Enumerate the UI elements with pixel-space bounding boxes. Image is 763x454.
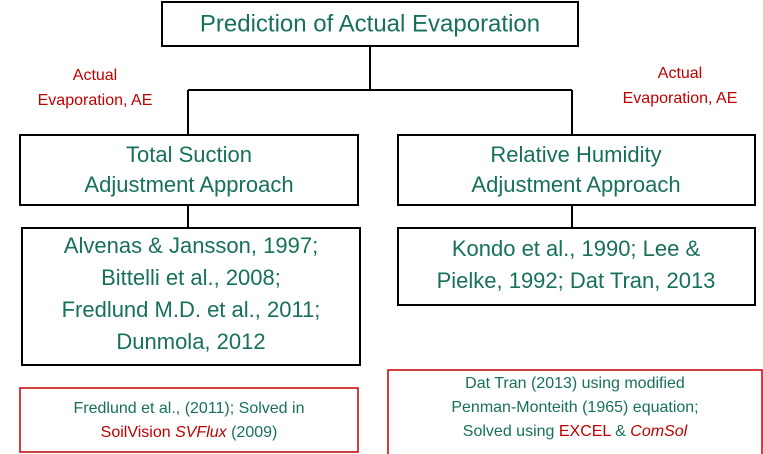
approach-text: Adjustment Approach	[84, 172, 293, 197]
connector	[187, 46, 573, 228]
reference-text: Alvenas & Jansson, 1997;	[64, 233, 318, 258]
reference-text: Pielke, 1992; Dat Tran, 2013	[437, 268, 716, 293]
note-text: SoilVision SVFlux (2009)	[101, 424, 278, 441]
reference-text: Bittelli et al., 2008;	[101, 265, 281, 290]
note-software: SVFlux	[171, 424, 228, 441]
edge-label: Evaporation, AE	[38, 92, 153, 109]
approach-text: Adjustment Approach	[471, 172, 680, 197]
note-software: ComSol	[630, 423, 687, 440]
edge-label: Evaporation, AE	[623, 90, 738, 107]
approach-text: Relative Humidity	[490, 142, 661, 167]
reference-text: Kondo et al., 1990; Lee &	[452, 236, 701, 261]
approach-box	[397, 134, 756, 206]
edge-label: Actual	[73, 67, 117, 84]
note-box	[387, 369, 763, 454]
reference-box	[21, 227, 361, 366]
approach-text: Total Suction	[126, 142, 252, 167]
note-text-part: &	[611, 423, 631, 440]
reference-box	[397, 227, 756, 306]
root-title: Prediction of Actual Evaporation	[200, 10, 540, 37]
note-text: Solved using EXCEL & ComSol	[463, 423, 688, 440]
note-text: Fredlund et al., (2011); Solved in	[74, 400, 305, 417]
edge-label: Actual	[658, 65, 702, 82]
note-text: Penman-Monteith (1965) equation;	[451, 399, 698, 416]
note-text: Dat Tran (2013) using modified	[465, 375, 685, 392]
note-box	[19, 387, 359, 453]
note-text-part: Solved using	[463, 423, 559, 440]
root-box	[161, 1, 579, 47]
reference-text: Fredlund M.D. et al., 2011;	[62, 297, 321, 322]
note-software: SoilVision	[101, 424, 171, 441]
note-software: EXCEL	[559, 423, 612, 440]
approach-box	[19, 134, 359, 206]
note-text-part: (2009)	[227, 424, 278, 441]
reference-text: Dunmola, 2012	[116, 329, 265, 354]
